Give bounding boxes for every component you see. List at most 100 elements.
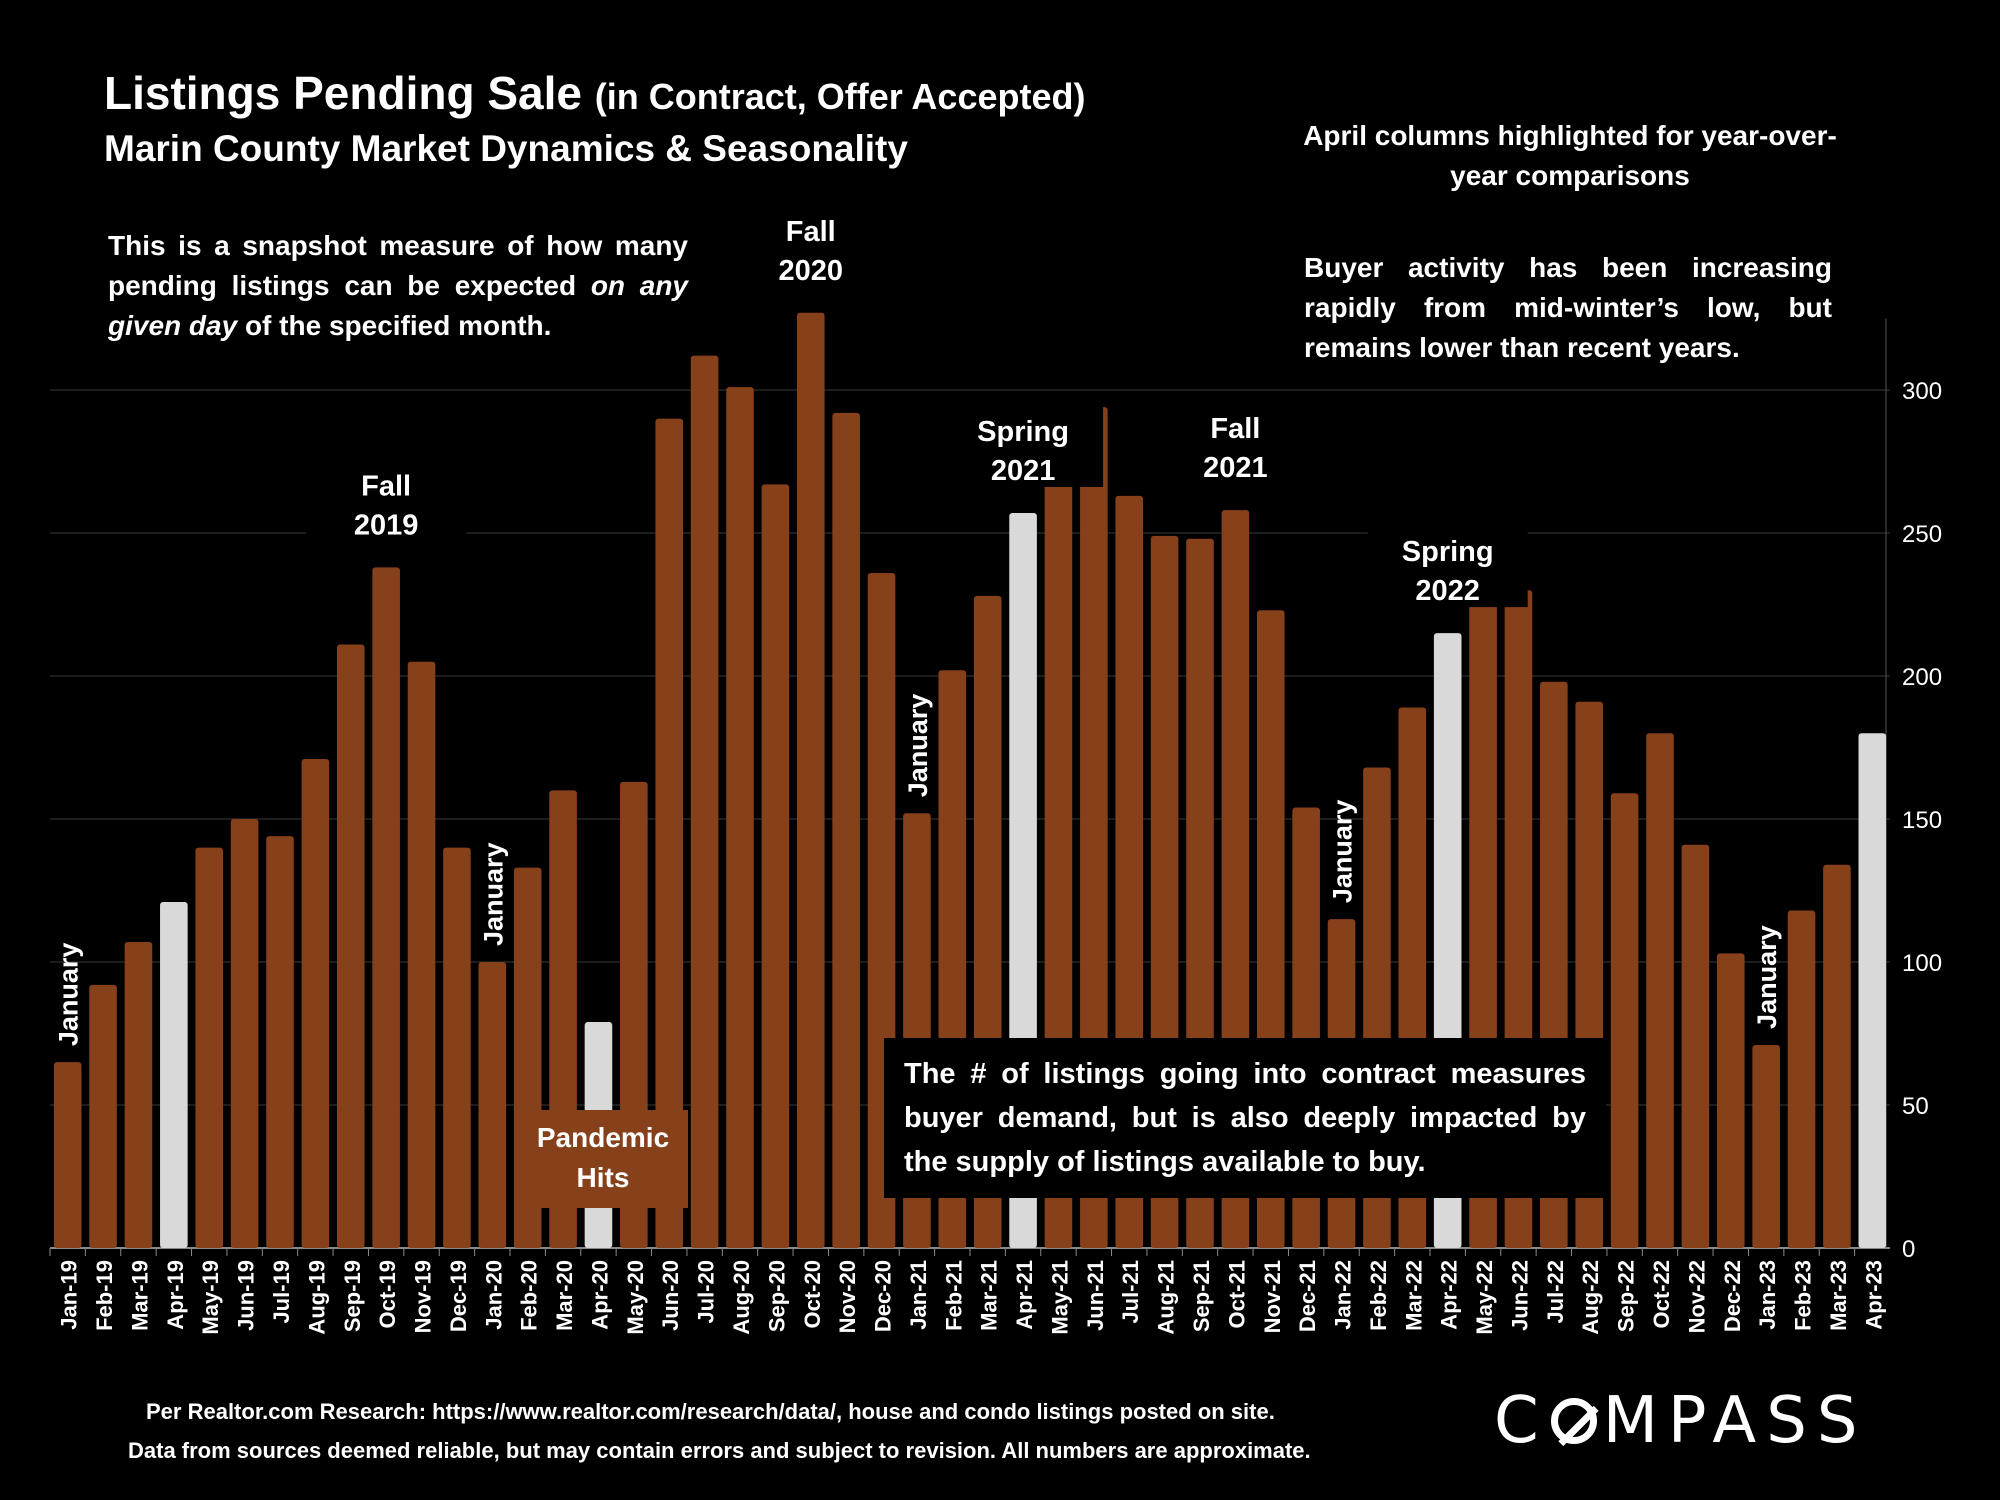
january-label: January	[1752, 925, 1782, 1029]
y-tick-label: 0	[1902, 1236, 1915, 1263]
pandemic-line2: Hits	[576, 1162, 630, 1193]
chart-title: Listings Pending Sale (in Contract, Offe…	[104, 66, 1085, 120]
bar	[230, 819, 259, 1248]
x-tick-label: Sep-22	[1614, 1260, 1639, 1332]
buyer-activity-note: Buyer activity has been increasing rapid…	[1304, 252, 1832, 363]
x-tick-label: Mar-23	[1826, 1260, 1851, 1331]
january-label: January	[54, 943, 84, 1047]
season-label: 2019	[354, 509, 419, 541]
season-label: 2022	[1415, 575, 1480, 607]
y-tick-label: 200	[1902, 664, 1942, 691]
x-tick-label: Jul-21	[1118, 1260, 1143, 1324]
x-tick-label: Nov-21	[1260, 1260, 1285, 1333]
season-label: 2021	[991, 455, 1056, 487]
x-tick-label: Mar-21	[977, 1260, 1002, 1331]
x-tick-label: Mar-20	[552, 1260, 577, 1331]
bar	[372, 567, 400, 1248]
x-tick-label: Jun-22	[1507, 1260, 1532, 1331]
season-label-bg	[730, 206, 891, 287]
x-tick-label: Feb-21	[941, 1260, 966, 1331]
y-tick-label: 150	[1902, 807, 1942, 834]
snapshot-note: This is a snapshot measure of how many p…	[108, 226, 688, 346]
bar	[89, 984, 117, 1248]
bar	[1823, 864, 1851, 1248]
x-tick-label: Apr-22	[1437, 1260, 1462, 1330]
x-tick-label: May-19	[198, 1260, 223, 1335]
x-tick-label: Nov-20	[835, 1260, 860, 1333]
x-tick-label: Oct-20	[800, 1260, 825, 1328]
x-tick-label: Jan-19	[57, 1260, 82, 1330]
x-tick-label: Aug-19	[304, 1260, 329, 1335]
title-paren: (in Contract, Offer Accepted)	[594, 76, 1086, 117]
bar	[1752, 1044, 1780, 1248]
bar	[266, 836, 294, 1248]
bar	[478, 962, 507, 1248]
x-tick-label: Oct-22	[1649, 1260, 1674, 1328]
x-tick-label: Mar-22	[1401, 1260, 1426, 1331]
x-tick-label: Jul-22	[1543, 1260, 1568, 1324]
x-tick-label: Aug-22	[1578, 1260, 1603, 1335]
january-label: January	[903, 694, 933, 798]
season-label-bg	[1155, 404, 1316, 485]
bar	[336, 644, 365, 1248]
bar	[407, 661, 436, 1248]
x-tick-label: Jul-20	[694, 1260, 719, 1324]
y-tick-label: 300	[1902, 378, 1942, 405]
bar	[1080, 407, 1108, 1248]
logo-letter-c: C	[1494, 1384, 1549, 1458]
season-label: Spring	[1402, 536, 1494, 568]
x-tick-label: Jan-23	[1755, 1260, 1780, 1330]
demand-supply-callout: The # of listings going into contract me…	[884, 1038, 1606, 1198]
january-label: January	[1328, 800, 1358, 904]
x-tick-label: Nov-19	[411, 1260, 436, 1333]
snapshot-note-part2: of the specified month.	[244, 310, 552, 341]
compass-ring-icon	[1550, 1398, 1597, 1444]
bar	[1716, 953, 1745, 1248]
snapshot-note-part1: This is a snapshot measure of how many p…	[108, 230, 688, 301]
x-tick-label: Jun-20	[658, 1260, 683, 1331]
x-tick-label: Apr-23	[1861, 1260, 1886, 1330]
x-tick-label: Dec-20	[871, 1260, 896, 1332]
bar	[195, 847, 224, 1248]
x-tick-label: Apr-21	[1012, 1260, 1037, 1330]
x-tick-label: Feb-22	[1366, 1260, 1391, 1331]
x-tick-label: Dec-21	[1295, 1260, 1320, 1332]
x-tick-label: Sep-21	[1189, 1260, 1214, 1332]
bar	[443, 847, 471, 1248]
x-tick-label: May-22	[1472, 1260, 1497, 1335]
x-tick-label: Dec-22	[1720, 1260, 1745, 1332]
x-tick-label: Apr-19	[163, 1260, 188, 1330]
season-label: Spring	[977, 416, 1069, 448]
x-tick-label: Jan-20	[481, 1260, 506, 1330]
bar	[655, 418, 684, 1249]
bar	[301, 758, 330, 1248]
x-tick-label: May-21	[1047, 1260, 1072, 1335]
y-tick-label: 50	[1902, 1093, 1929, 1120]
bar	[1646, 733, 1674, 1248]
season-label: Fall	[1210, 413, 1260, 445]
compass-logo: C MPASS	[1494, 1384, 1867, 1458]
x-tick-label: Jan-22	[1331, 1260, 1356, 1330]
snapshot-note-italic: on any given day	[108, 270, 689, 341]
bar	[1610, 793, 1639, 1248]
season-label: 2020	[779, 255, 844, 287]
season-label-bg	[943, 406, 1104, 487]
x-tick-label: Oct-21	[1224, 1260, 1249, 1328]
x-tick-label: Jul-19	[269, 1260, 294, 1324]
y-tick-label: 100	[1902, 950, 1942, 977]
x-tick-label: Feb-23	[1791, 1260, 1816, 1331]
x-tick-label: Aug-20	[729, 1260, 754, 1335]
bar	[761, 484, 790, 1248]
y-tick-label: 250	[1902, 521, 1942, 548]
bar	[832, 412, 860, 1248]
pandemic-hits-label: Pandemic Hits	[518, 1110, 688, 1208]
x-tick-label: Jun-19	[234, 1260, 259, 1331]
logo-letters: MPASS	[1602, 1384, 1868, 1458]
x-tick-label: Mar-19	[127, 1260, 152, 1331]
bar-highlighted	[160, 901, 188, 1248]
bar	[1681, 844, 1710, 1248]
season-label-bg	[1367, 527, 1528, 608]
season-label: 2021	[1203, 452, 1268, 484]
season-label-bg	[306, 461, 467, 542]
